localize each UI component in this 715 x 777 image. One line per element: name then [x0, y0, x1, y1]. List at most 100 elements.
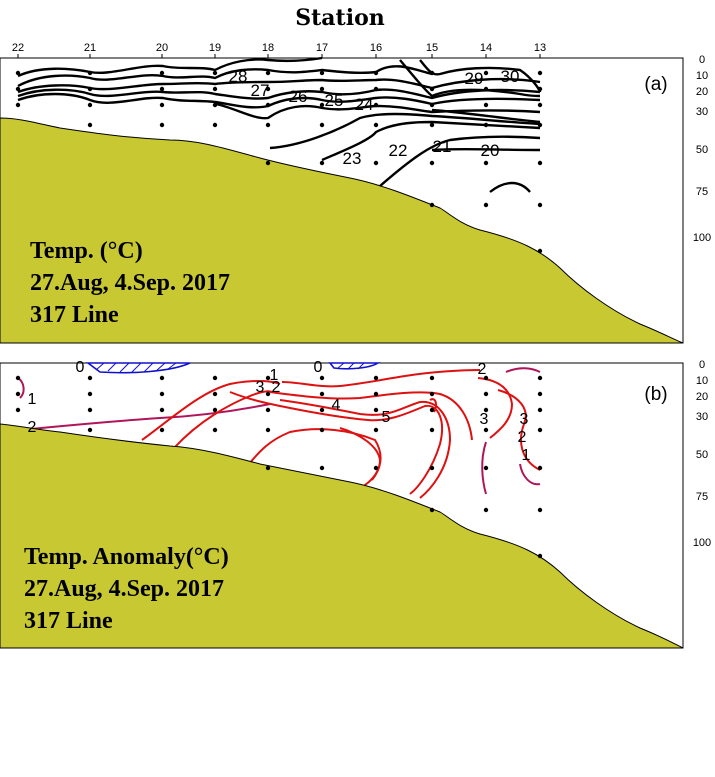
sample-point: [265, 391, 271, 397]
sample-point: [15, 407, 21, 413]
station-tick-label: 22: [12, 42, 24, 54]
station-tick-label: 19: [209, 42, 221, 54]
contour-line: [269, 391, 473, 441]
sample-point: [429, 86, 435, 92]
depth-tick-label: 100: [693, 232, 711, 244]
sample-point: [483, 122, 489, 128]
contour-label: 28: [229, 67, 248, 86]
sample-point: [537, 248, 543, 254]
sample-point: [429, 202, 435, 208]
sample-point: [319, 391, 325, 397]
contour-line: [497, 389, 541, 471]
depth-tick-label: 10: [696, 375, 708, 387]
sample-point: [373, 391, 379, 397]
contour-label: 1: [522, 447, 531, 464]
station-tick-label: 21: [84, 42, 96, 54]
sample-point: [15, 375, 21, 381]
sample-point: [159, 427, 165, 433]
sample-point: [319, 375, 325, 381]
sample-point: [87, 407, 93, 413]
sample-point: [87, 70, 93, 76]
contour-line: [215, 102, 541, 120]
panel-a-annotation-title: Temp. (°C): [30, 238, 143, 264]
contour-line: [321, 120, 541, 162]
depth-tick-label: 50: [696, 144, 708, 156]
contour-line: [431, 108, 541, 124]
sample-point: [265, 375, 271, 381]
sample-point: [537, 122, 543, 128]
sample-point: [319, 86, 325, 92]
panel-b-annotation-title: Temp. Anomaly(°C): [24, 544, 229, 570]
sample-point: [15, 391, 21, 397]
depth-tick-label: 0: [699, 54, 705, 66]
sample-point: [429, 427, 435, 433]
sample-point: [319, 70, 325, 76]
sample-point: [15, 70, 21, 76]
sample-point: [429, 160, 435, 166]
contour-label: 3: [480, 411, 489, 428]
sample-point: [483, 407, 489, 413]
contour-line: [379, 135, 541, 187]
contour-line: [477, 377, 514, 439]
panel-a-annotation-line: 317 Line: [30, 302, 119, 328]
sample-point: [429, 465, 435, 471]
sample-point: [212, 102, 218, 108]
sample-point: [159, 407, 165, 413]
sample-point: [159, 375, 165, 381]
sample-point: [537, 507, 543, 513]
sample-point: [373, 427, 379, 433]
panel-b-label: (b): [644, 384, 667, 405]
panel-a-contours: [17, 56, 542, 193]
sample-point: [483, 507, 489, 513]
contour-line: [281, 369, 481, 388]
sample-point: [265, 70, 271, 76]
sample-point: [429, 391, 435, 397]
contour-line: [229, 391, 444, 495]
sample-point: [212, 86, 218, 92]
sample-point: [87, 122, 93, 128]
sample-point: [373, 70, 379, 76]
sample-point: [319, 122, 325, 128]
sample-point: [212, 391, 218, 397]
sample-point: [537, 375, 543, 381]
sample-point: [265, 122, 271, 128]
sample-point: [87, 375, 93, 381]
sample-point: [319, 465, 325, 471]
sample-point: [159, 86, 165, 92]
contour-label: 1: [270, 367, 279, 384]
sample-point: [537, 202, 543, 208]
contour-label: 23: [343, 149, 362, 168]
contour-label: 21: [433, 137, 452, 156]
contour-line: [505, 367, 541, 373]
station-tick-label: 13: [534, 42, 546, 54]
sample-point: [212, 375, 218, 381]
sample-point: [265, 102, 271, 108]
contour-line: [279, 399, 452, 499]
contour-label: 24: [355, 95, 374, 114]
contour-label: 2: [272, 379, 281, 396]
panel-a-depth-axis: 0 10 20 30 50 75 100: [693, 54, 711, 244]
sample-point: [373, 160, 379, 166]
panel-a-sample-points: [15, 70, 543, 254]
panel-a: 28 27 26 25 24 29 30 23 22 21 20 (a) Tem…: [0, 54, 711, 344]
hatch-lines: [95, 362, 177, 373]
sample-point: [429, 507, 435, 513]
contour-line: [17, 65, 433, 88]
sample-point: [373, 102, 379, 108]
sample-point: [212, 407, 218, 413]
contour-line: [141, 380, 281, 441]
sample-point: [483, 102, 489, 108]
depth-tick-label: 100: [693, 537, 711, 549]
panel-b-negative-areas: [85, 362, 381, 374]
sample-point: [87, 86, 93, 92]
sample-point: [429, 122, 435, 128]
panel-b-annotation-line: 317 Line: [24, 608, 113, 634]
contour-label: 3: [256, 379, 265, 396]
sample-point: [373, 407, 379, 413]
sample-point: [15, 86, 21, 92]
sample-point: [537, 465, 543, 471]
panel-b-depth-axis: 0 10 20 30 50 75 100: [693, 359, 711, 549]
contour-label: 0: [314, 359, 323, 376]
contour-line: [481, 441, 487, 495]
